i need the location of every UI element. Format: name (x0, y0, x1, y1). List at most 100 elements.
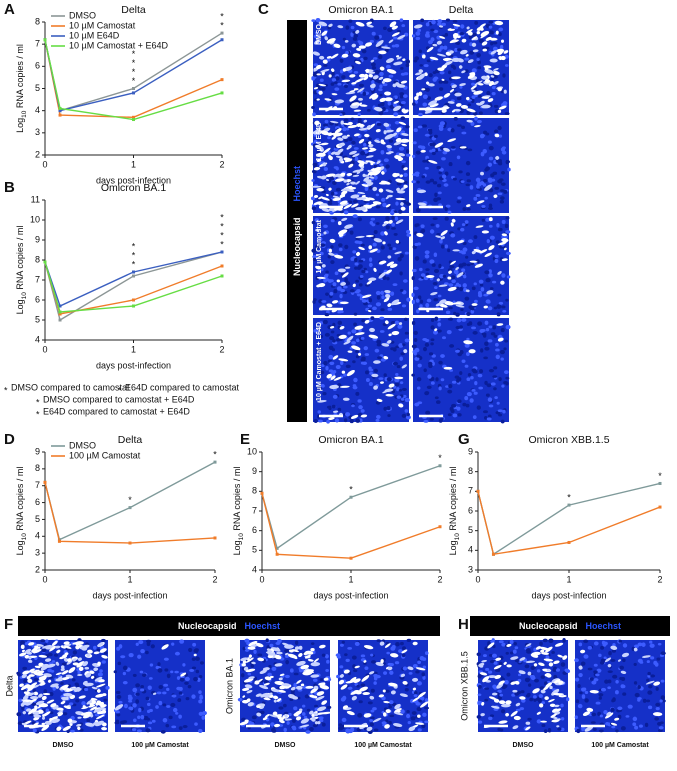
significance-star: * (220, 11, 224, 21)
infected-cell (338, 679, 345, 685)
nucleus (425, 22, 430, 27)
nucleus (514, 658, 520, 663)
nucleus (429, 229, 435, 234)
y-tick-label: 2 (35, 564, 40, 574)
nucleus (430, 342, 434, 346)
nucleus (482, 333, 487, 338)
nucleus (320, 384, 325, 388)
nucleus (610, 659, 616, 662)
series-line (44, 251, 223, 307)
infected-cell (245, 668, 256, 673)
infected-cell (385, 58, 394, 64)
nucleus (422, 712, 427, 717)
nucleus (467, 373, 472, 377)
nucleus (484, 346, 490, 351)
nucleus (488, 145, 494, 151)
nucleus (503, 189, 508, 194)
nucleus (343, 84, 349, 88)
nucleus (607, 670, 613, 673)
nucleus (301, 704, 306, 708)
nucleus (431, 19, 436, 25)
x-axis-label: days post-infection (531, 590, 606, 600)
significance-star: * (132, 259, 136, 269)
infected-cell (505, 712, 509, 717)
infected-cell (503, 89, 507, 94)
infected-cell (412, 641, 418, 646)
nucleus (473, 196, 478, 201)
nucleus (353, 147, 359, 150)
legend-text: DMSO compared to camostat + E64D (43, 394, 195, 404)
nucleus (395, 641, 400, 647)
infected-cell (435, 235, 442, 238)
nucleus (445, 385, 450, 388)
nucleus (450, 233, 456, 238)
nucleus (379, 316, 385, 320)
nucleus (388, 700, 394, 705)
nucleus (497, 179, 503, 184)
nucleus (416, 386, 421, 390)
y-tick-label: 3 (35, 127, 40, 137)
nucleus (434, 316, 439, 321)
nucleus (471, 326, 477, 330)
infected-cell (328, 154, 332, 159)
infected-cell (248, 640, 258, 647)
infected-cell (270, 688, 280, 693)
nucleus (345, 729, 351, 734)
infected-cell (401, 143, 408, 147)
nucleus (323, 64, 328, 67)
infected-cell (41, 716, 46, 720)
nucleus (118, 644, 123, 649)
infected-cell (356, 197, 367, 201)
infected-cell (578, 665, 583, 670)
infected-cell (274, 723, 281, 728)
nucleus (424, 720, 429, 724)
nucleus (328, 345, 334, 351)
infected-cell (77, 716, 82, 719)
nucleus (312, 678, 318, 682)
nucleus (405, 153, 411, 157)
nucleus (365, 377, 370, 383)
nucleus (103, 698, 108, 702)
nucleus (337, 407, 342, 412)
nucleus (500, 709, 506, 714)
infected-cell (353, 88, 359, 91)
nucleus (115, 690, 121, 695)
nucleus (140, 684, 145, 689)
nucleus (391, 645, 396, 649)
nucleus (519, 707, 525, 711)
infected-cell (606, 711, 612, 716)
infected-cell (333, 376, 342, 381)
micrograph (113, 639, 207, 734)
nucleus (577, 684, 581, 688)
data-point (658, 481, 662, 485)
nucleus (492, 644, 496, 649)
nucleus (414, 356, 420, 361)
nucleus (143, 715, 149, 720)
y-tick-label: 2 (35, 149, 40, 159)
infected-cell (85, 672, 92, 678)
nucleus (379, 330, 385, 333)
nucleus (310, 196, 316, 201)
infected-cell (291, 695, 299, 700)
infected-cell (300, 718, 310, 724)
row-label: Delta (4, 675, 14, 696)
y-tick-label: 10 (247, 446, 257, 456)
nucleus (400, 116, 406, 121)
nucleus (369, 716, 375, 720)
infected-cell (400, 202, 404, 206)
infected-cell (62, 696, 69, 701)
infected-cell (432, 43, 438, 47)
y-tick-label: 11 (31, 194, 40, 204)
infected-cell (519, 696, 526, 700)
infected-cell (346, 710, 355, 716)
nucleus (353, 312, 358, 316)
nucleus (118, 700, 123, 704)
nucleus (492, 684, 497, 689)
infected-cell (72, 662, 80, 666)
infected-cell (354, 332, 365, 336)
infected-cell (24, 654, 30, 659)
infected-cell (27, 659, 33, 663)
nucleus (368, 297, 373, 303)
infected-cell (399, 693, 408, 698)
nucleus (40, 639, 46, 643)
